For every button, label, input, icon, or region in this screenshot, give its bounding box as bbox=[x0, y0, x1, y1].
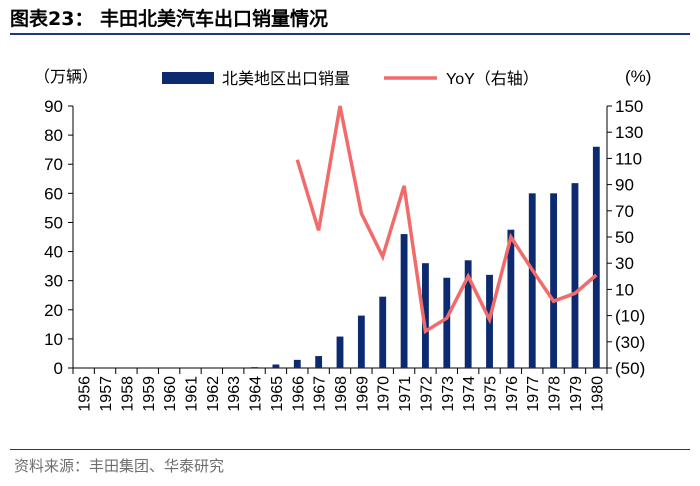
x-tick-label: 1976 bbox=[504, 376, 521, 412]
x-tick-label: 1968 bbox=[333, 376, 350, 412]
left-tick-label: 20 bbox=[44, 301, 63, 320]
right-axis-unit: (%) bbox=[625, 67, 651, 86]
right-tick-label: 130 bbox=[615, 123, 643, 142]
x-tick-label: 1978 bbox=[547, 376, 564, 412]
left-tick-label: 70 bbox=[44, 155, 63, 174]
right-tick-label: 30 bbox=[615, 254, 634, 273]
x-tick-label: 1977 bbox=[525, 376, 542, 412]
left-tick-label: 40 bbox=[44, 243, 63, 262]
right-tick-label: 90 bbox=[615, 176, 634, 195]
title-divider bbox=[10, 33, 690, 35]
right-tick-label: (50) bbox=[615, 359, 645, 378]
left-tick-label: 90 bbox=[44, 97, 63, 116]
x-tick-label: 1973 bbox=[440, 376, 457, 412]
bar bbox=[464, 260, 472, 368]
right-tick-label: 110 bbox=[615, 149, 642, 168]
x-tick-label: 1965 bbox=[269, 376, 286, 412]
left-tick-label: 30 bbox=[44, 272, 63, 291]
bar bbox=[293, 359, 301, 368]
right-tick-label: 10 bbox=[615, 280, 634, 299]
bar bbox=[357, 315, 365, 368]
x-tick-label: 1960 bbox=[162, 376, 179, 412]
x-tick-label: 1975 bbox=[483, 376, 500, 412]
bar bbox=[443, 277, 451, 368]
legend-bar-swatch bbox=[162, 72, 214, 84]
chart-title: 图表23： 丰田北美汽车出口销量情况 bbox=[10, 8, 329, 30]
right-tick-label: (10) bbox=[615, 307, 645, 326]
x-tick-label: 1972 bbox=[418, 376, 435, 412]
source-divider bbox=[10, 449, 690, 450]
x-tick-label: 1980 bbox=[589, 376, 606, 412]
x-tick-label: 1964 bbox=[248, 376, 265, 412]
left-axis-unit: （万辆） bbox=[34, 68, 98, 86]
bar bbox=[315, 356, 323, 368]
legend-line-label: YoY（右轴） bbox=[446, 70, 539, 88]
left-tick-label: 80 bbox=[44, 126, 63, 145]
bar bbox=[507, 229, 515, 368]
bar bbox=[422, 263, 429, 368]
bar bbox=[550, 193, 558, 368]
left-tick-label: 60 bbox=[44, 184, 63, 203]
right-tick-label: 50 bbox=[615, 228, 634, 247]
x-tick-label: 1958 bbox=[119, 376, 136, 412]
bar bbox=[336, 336, 344, 368]
bar bbox=[400, 234, 408, 368]
x-tick-label: 1963 bbox=[226, 376, 243, 412]
legend-bar-label: 北美地区出口销量 bbox=[222, 70, 350, 88]
bar bbox=[251, 367, 258, 368]
x-tick-label: 1966 bbox=[290, 376, 307, 412]
left-tick-label: 10 bbox=[44, 330, 63, 349]
bar bbox=[379, 296, 387, 368]
bar bbox=[272, 364, 280, 368]
x-tick-label: 1957 bbox=[98, 376, 115, 412]
x-tick-label: 1962 bbox=[205, 376, 222, 412]
x-tick-label: 1979 bbox=[568, 376, 585, 412]
source-note: 资料来源：丰田集团、华泰研究 bbox=[14, 457, 225, 475]
yoy-line bbox=[295, 105, 598, 335]
x-tick-label: 1974 bbox=[461, 376, 478, 412]
x-tick-label: 1969 bbox=[354, 376, 371, 412]
x-tick-label: 1956 bbox=[77, 376, 94, 412]
x-tick-label: 1970 bbox=[376, 376, 393, 412]
bar bbox=[528, 193, 536, 368]
x-tick-label: 1971 bbox=[397, 376, 414, 412]
right-tick-label: 70 bbox=[615, 202, 634, 221]
x-tick-label: 1961 bbox=[183, 376, 200, 412]
bar bbox=[592, 146, 600, 368]
right-tick-label: (30) bbox=[615, 333, 645, 352]
left-tick-label: 0 bbox=[54, 359, 63, 378]
bar bbox=[571, 183, 579, 368]
left-tick-label: 50 bbox=[44, 213, 63, 232]
x-tick-label: 1959 bbox=[141, 376, 158, 412]
right-tick-label: 150 bbox=[615, 97, 643, 116]
x-tick-label: 1967 bbox=[312, 376, 329, 412]
